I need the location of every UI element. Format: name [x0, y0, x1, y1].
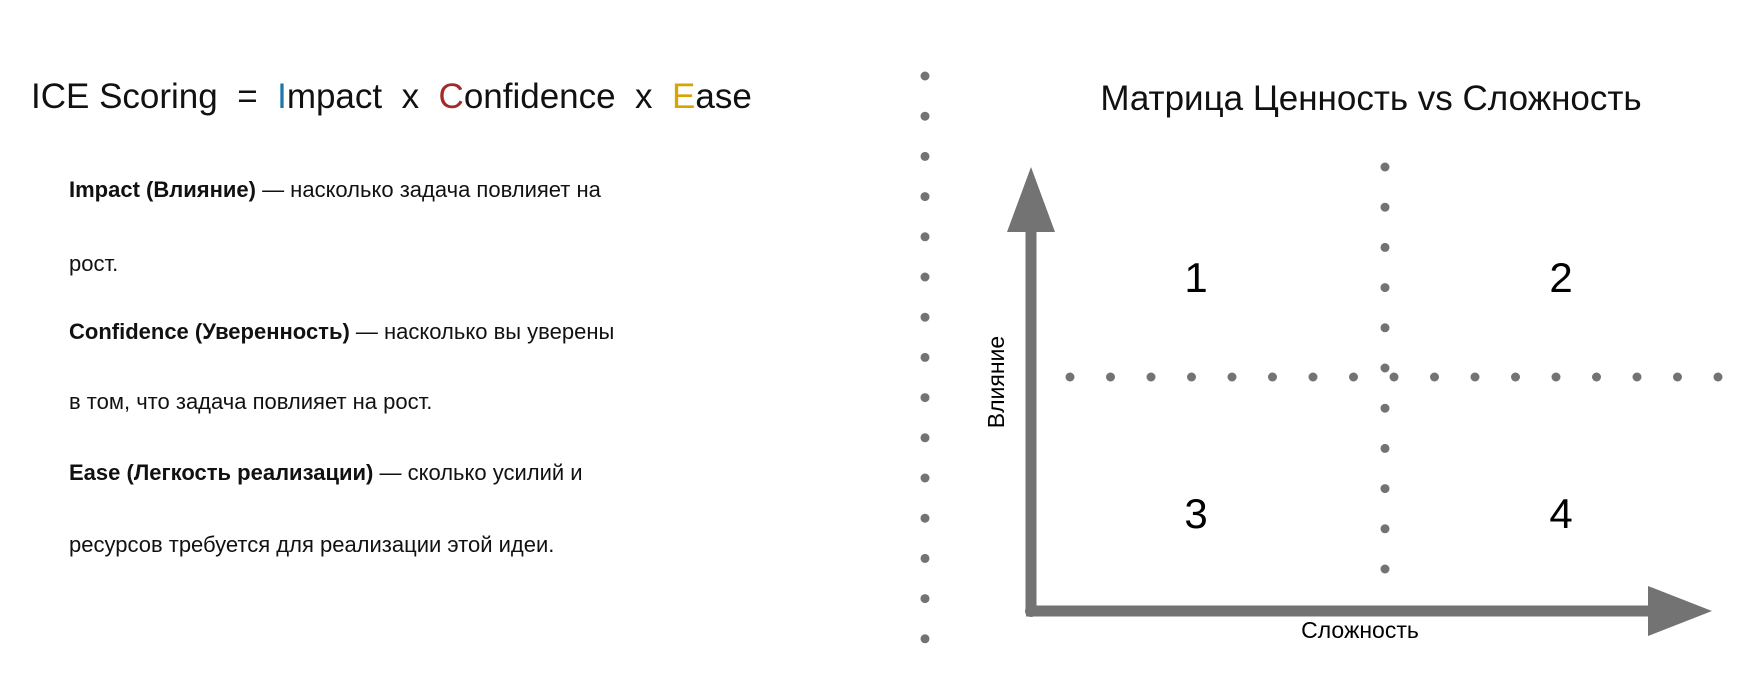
- vertical-dot: [1380, 283, 1390, 293]
- definition-text: — насколько вы уверены: [349, 319, 615, 344]
- definition-term: Impact (Влияние): [69, 177, 256, 202]
- vertical-dot: [1380, 403, 1390, 413]
- vertical-dot: [1380, 202, 1390, 212]
- divider-dot: [920, 513, 930, 523]
- vertical-dot: [1380, 484, 1390, 494]
- ice-formula: ICE Scoring = Impact x Confidence x Ease: [31, 76, 752, 118]
- definition-term: Confidence (Уверенность): [69, 319, 350, 344]
- confidence-initial: C: [438, 77, 464, 116]
- divider-dot: [920, 553, 930, 563]
- horizontal-dot: [1713, 372, 1723, 382]
- vertical-dot: [1380, 323, 1390, 333]
- divider-dot: [920, 352, 930, 362]
- divider-dot: [920, 473, 930, 483]
- y-axis-arrowhead: [1007, 167, 1055, 232]
- horizontal-dot: [1227, 372, 1237, 382]
- confidence-rest: onfidence: [463, 77, 616, 116]
- y-axis-label: Влияние: [983, 336, 1009, 428]
- vertical-dot: [1380, 443, 1390, 453]
- horizontal-dot: [1592, 372, 1601, 382]
- quadrant-4-label: 4: [1549, 490, 1572, 537]
- horizontal-dot: [1268, 372, 1277, 382]
- vertical-dot: [1380, 564, 1390, 574]
- axis-origin: [1025, 605, 1037, 617]
- horizontal-dot: [1632, 372, 1642, 382]
- divider-dotted-line: [920, 71, 930, 644]
- formula-lead: ICE Scoring =: [31, 77, 278, 116]
- matrix-title: Матрица Ценность vs Сложность: [1100, 79, 1642, 118]
- definition-text: — насколько задача повлияет на: [255, 177, 601, 202]
- definition-confidence: Confidence (Уверенность) — насколько вы …: [69, 319, 614, 345]
- x-axis-label: Сложность: [1301, 617, 1419, 643]
- divider-dot: [920, 151, 930, 161]
- vertical-dot: [1380, 524, 1390, 534]
- divider-dot: [920, 594, 930, 604]
- horizontal-dot: [1065, 372, 1075, 382]
- divider-dot: [920, 111, 930, 121]
- divider-dot: [920, 272, 930, 282]
- definition-text: ресурсов требуется для реализации этой и…: [69, 532, 555, 557]
- vertical-divider-dots: [1380, 162, 1390, 574]
- ease-rest: ase: [695, 77, 752, 116]
- definition-text: в том, что задача повлияет на рост.: [69, 389, 433, 414]
- impact-rest: mpact: [286, 77, 383, 116]
- horizontal-dot: [1106, 372, 1115, 382]
- horizontal-dot: [1308, 372, 1318, 382]
- definition-impact: Impact (Влияние) — насколько задача повл…: [69, 177, 601, 203]
- definition-term: Ease (Легкость реализации): [69, 460, 374, 485]
- definition-ease: Ease (Легкость реализации) — сколько уси…: [69, 460, 583, 486]
- quadrant-3-label: 3: [1184, 490, 1207, 537]
- definition-text: — сколько усилий и: [373, 460, 583, 485]
- divider-dot: [920, 433, 930, 443]
- x-axis-arrowhead: [1648, 586, 1712, 636]
- horizontal-dot: [1551, 372, 1561, 382]
- ease-initial: E: [672, 77, 696, 116]
- horizontal-dot: [1430, 372, 1439, 382]
- quadrant-1-label: 1: [1184, 254, 1207, 301]
- horizontal-dot: [1470, 372, 1480, 382]
- impact-initial: I: [277, 77, 287, 116]
- divider-dot: [920, 312, 930, 322]
- horizontal-dot: [1511, 372, 1520, 382]
- horizontal-dot: [1389, 372, 1399, 382]
- horizontal-divider-dots: [1065, 372, 1723, 382]
- vertical-dot: [1380, 162, 1390, 172]
- divider-dot: [920, 71, 930, 81]
- multiply-sign: x: [615, 77, 673, 116]
- horizontal-dot: [1349, 372, 1358, 382]
- multiply-sign: x: [382, 77, 439, 116]
- horizontal-dot: [1146, 372, 1156, 382]
- divider-dot: [920, 393, 930, 403]
- horizontal-dot: [1673, 372, 1682, 382]
- vertical-dot: [1380, 363, 1390, 373]
- quadrant-2-label: 2: [1549, 254, 1572, 301]
- divider-dot: [920, 192, 930, 202]
- horizontal-dot: [1187, 372, 1196, 382]
- divider-dot: [920, 232, 930, 242]
- vertical-dot: [1380, 242, 1390, 252]
- divider-dot: [920, 634, 930, 644]
- definition-text: рост.: [69, 251, 119, 276]
